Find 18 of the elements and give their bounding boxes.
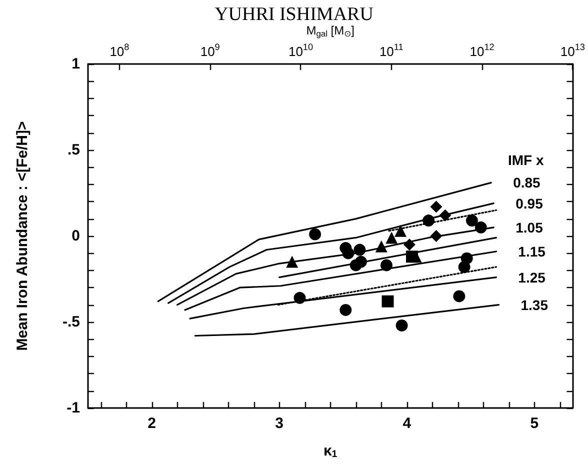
chart-title: YUHRI ISHIMARU	[214, 4, 374, 25]
x-tick-label: 4	[402, 415, 412, 432]
legend-label: 0.85	[513, 174, 541, 191]
x-tick-label: 2	[148, 415, 156, 432]
legend-label: 0.95	[516, 195, 544, 212]
y-tick-label: 0	[72, 228, 80, 244]
legend-label: 1.05	[516, 219, 544, 236]
y-tick-label: .5	[67, 142, 80, 158]
y-tick-label: 1	[72, 56, 80, 72]
y-tick-label: -.5	[62, 314, 80, 330]
legend-label: 1.25	[518, 269, 546, 286]
x-tick-label: 5	[530, 415, 539, 432]
legend-title: IMF x	[508, 152, 544, 168]
x-tick-label: 3	[275, 415, 284, 432]
legend-label: 1.35	[520, 296, 548, 313]
y-axis-title: Mean Iron Abundance : <[Fe/H]>	[14, 121, 31, 351]
y-tick-label: -1	[66, 400, 80, 416]
legend-label: 1.15	[518, 243, 546, 260]
